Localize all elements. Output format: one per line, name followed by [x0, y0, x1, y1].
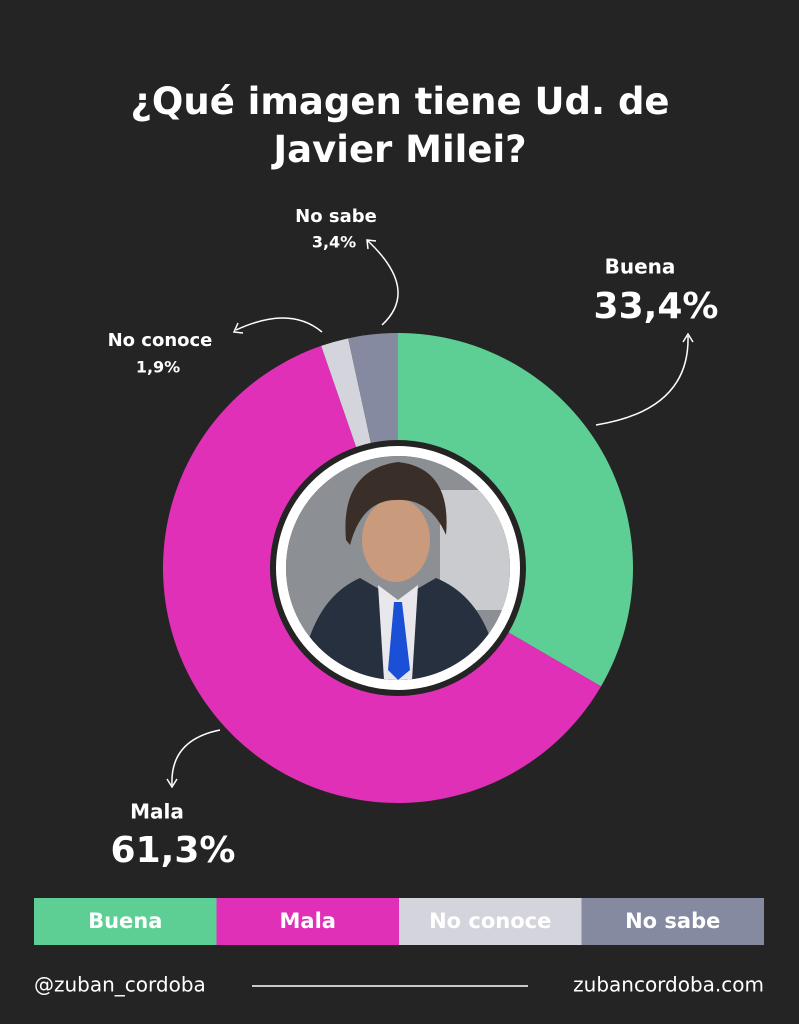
legend-swatch [34, 898, 217, 945]
legend: Buena Mala No conoce No sabe [34, 898, 764, 945]
legend-swatch [216, 898, 399, 945]
footer-site: zubancordoba.com [573, 973, 764, 997]
slice-name: Mala [130, 800, 184, 824]
donut [162, 333, 633, 803]
legend-label: Buena [88, 909, 162, 933]
slice-value: 3,4% [312, 233, 356, 252]
center-photo [276, 446, 520, 690]
slice-value: 1,9% [136, 358, 180, 377]
footer-handle: @zuban_cordoba [34, 973, 206, 997]
annotation-arrows [166, 239, 694, 789]
slice [398, 333, 633, 687]
legend-swatch [581, 898, 764, 945]
slice-name: No sabe [295, 206, 377, 227]
slice-name: No conoce [108, 330, 213, 351]
slice [321, 338, 371, 448]
slice-name: Buena [605, 255, 676, 279]
slice-value: 33,4% [594, 286, 719, 327]
legend-label: No sabe [625, 909, 720, 933]
legend-label: No conoce [429, 909, 551, 933]
chart-title: ¿Qué imagen tiene Ud. de Javier Milei? [130, 80, 669, 171]
slice-labels: Buena 33,4% Mala 61,3% No conoce 1,9% No sabe 3… [108, 206, 719, 871]
legend-swatch [399, 898, 582, 945]
slice-value: 61,3% [111, 830, 236, 871]
slice [162, 345, 602, 803]
legend-label: Mala [280, 909, 336, 933]
slice [348, 333, 398, 443]
